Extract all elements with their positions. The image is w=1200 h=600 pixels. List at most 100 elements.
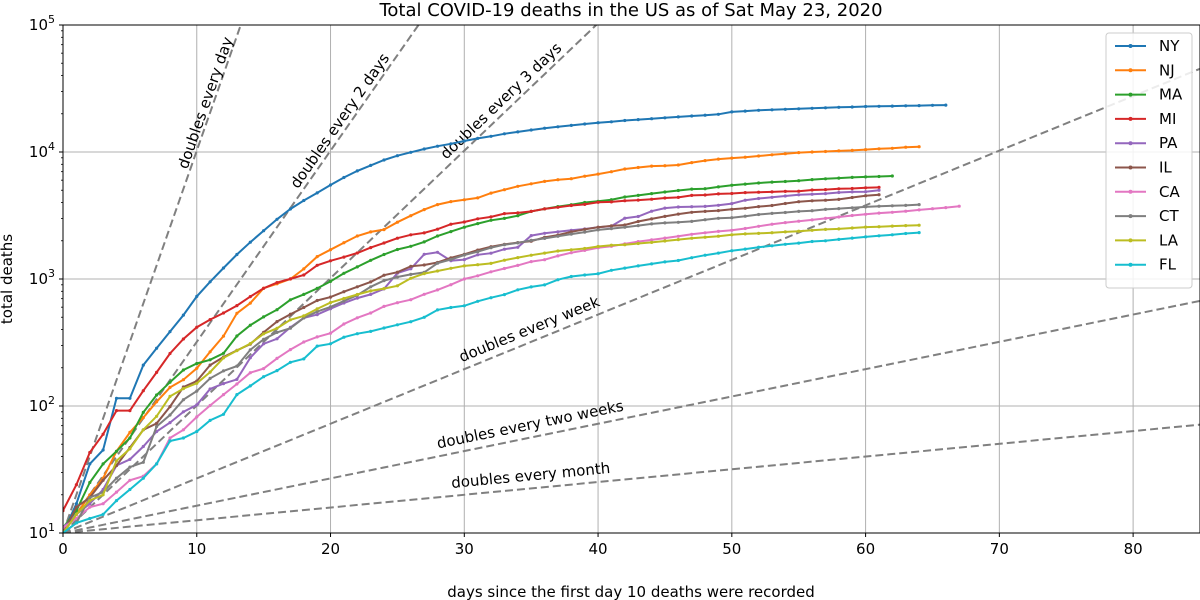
data-point — [650, 192, 654, 196]
data-point — [168, 421, 172, 425]
data-point — [88, 505, 92, 509]
data-point — [449, 305, 453, 310]
series-line — [63, 189, 880, 529]
data-point — [930, 103, 935, 107]
data-point — [703, 231, 707, 235]
data-point — [703, 159, 707, 163]
data-point — [516, 241, 520, 245]
data-point — [757, 245, 761, 249]
data-point — [516, 288, 520, 292]
data-point — [114, 490, 119, 494]
data-point — [543, 231, 547, 235]
data-point — [462, 198, 466, 202]
reference-lines — [63, 25, 1200, 533]
data-point — [583, 227, 587, 231]
data-point — [716, 229, 721, 233]
reference-line — [63, 25, 420, 533]
data-point — [208, 370, 212, 374]
data-point — [810, 192, 814, 196]
data-point — [636, 241, 640, 246]
data-point — [890, 104, 894, 108]
data-point — [904, 104, 908, 108]
data-point — [221, 311, 226, 315]
data-point — [101, 512, 105, 517]
data-point — [864, 205, 868, 209]
data-point — [569, 123, 573, 127]
data-point — [288, 360, 292, 364]
data-point — [74, 512, 78, 517]
data-point — [623, 225, 627, 229]
x-tick-label: 0 — [58, 540, 68, 558]
data-point — [342, 322, 346, 326]
data-point — [703, 209, 707, 213]
data-point — [663, 260, 667, 264]
legend-label: CA — [1159, 183, 1180, 201]
data-point — [476, 253, 480, 257]
data-point — [583, 174, 587, 178]
data-point — [864, 235, 868, 239]
data-point — [382, 304, 386, 308]
data-point — [676, 115, 680, 119]
data-point — [288, 298, 292, 302]
data-point — [422, 231, 426, 235]
data-point — [850, 206, 854, 210]
data-point — [797, 200, 801, 204]
data-point — [476, 274, 480, 278]
data-point — [355, 316, 359, 320]
data-point — [676, 163, 680, 167]
data-point — [395, 275, 399, 279]
data-point — [208, 280, 212, 284]
data-point — [342, 271, 346, 275]
data-point — [837, 197, 841, 201]
data-point — [355, 285, 359, 289]
data-point — [382, 326, 386, 330]
chart-title: Total COVID-19 deaths in the US as of Sa… — [378, 0, 882, 21]
data-point — [315, 344, 319, 348]
data-point — [114, 396, 119, 400]
data-point — [128, 487, 132, 492]
data-point — [797, 179, 801, 183]
data-point — [837, 105, 841, 109]
data-point — [716, 112, 721, 116]
data-point — [181, 436, 185, 440]
data-point — [449, 266, 453, 270]
y-tick-exponent: 3 — [48, 267, 55, 280]
data-point — [516, 214, 520, 218]
series-fl — [63, 231, 921, 533]
series-la — [63, 223, 921, 533]
data-point — [690, 219, 694, 223]
data-point — [650, 217, 654, 221]
data-point — [168, 436, 172, 440]
data-point — [663, 221, 667, 225]
data-point — [837, 187, 841, 191]
data-point — [730, 216, 734, 220]
data-point — [328, 301, 333, 305]
data-point — [569, 274, 573, 279]
y-tick-base: 10 — [29, 397, 48, 415]
data-point — [516, 256, 520, 260]
data-point — [944, 103, 948, 107]
data-point — [730, 183, 734, 187]
data-point — [342, 255, 346, 259]
x-tick-label: 40 — [589, 540, 608, 558]
data-point — [168, 380, 172, 384]
data-point — [342, 296, 346, 301]
data-point — [690, 236, 694, 240]
data-point — [596, 244, 600, 249]
data-point — [262, 342, 266, 346]
data-point — [422, 240, 426, 244]
data-point — [569, 251, 573, 255]
legend-label: IL — [1159, 159, 1172, 177]
data-point — [235, 393, 239, 397]
data-point — [88, 450, 92, 455]
data-point — [757, 231, 761, 235]
data-point — [690, 193, 694, 197]
data-point — [382, 158, 386, 162]
data-point — [743, 182, 747, 186]
data-point — [328, 342, 333, 346]
data-point — [837, 149, 841, 153]
data-point — [328, 183, 333, 187]
data-point — [409, 272, 413, 276]
data-point — [101, 462, 105, 466]
data-point — [395, 220, 399, 224]
